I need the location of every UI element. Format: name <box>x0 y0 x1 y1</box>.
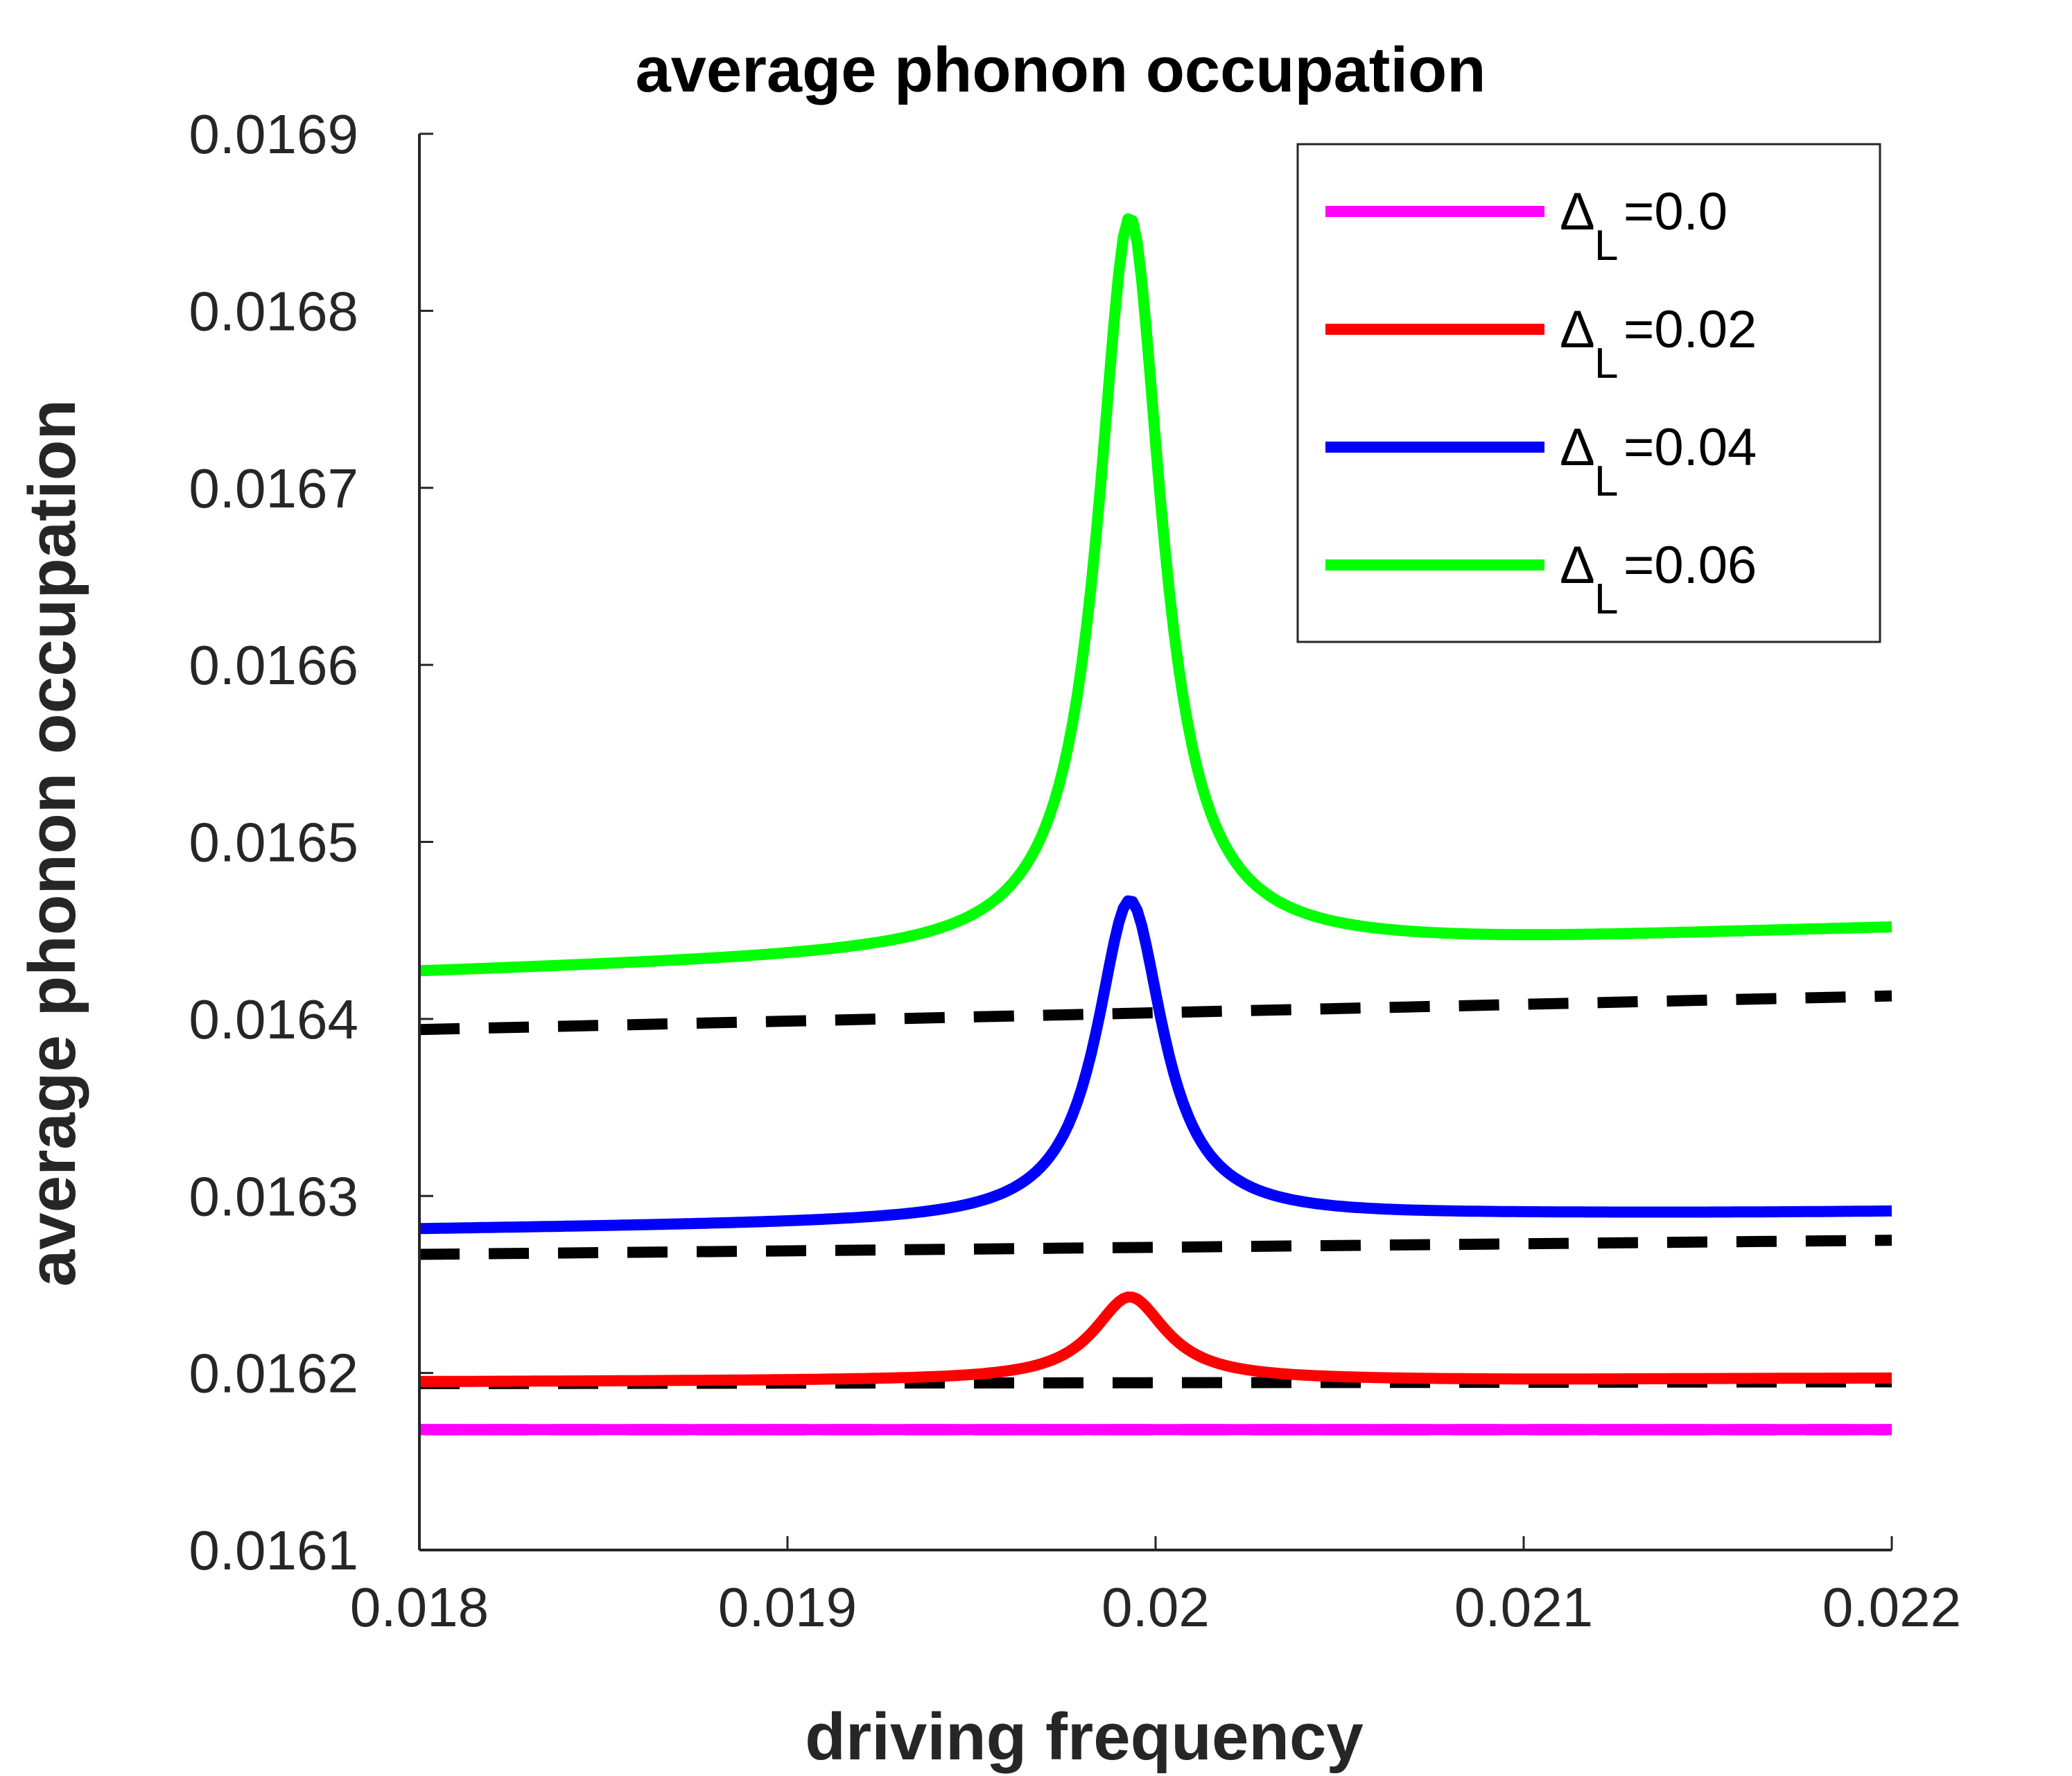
x-tick-label: 0.021 <box>1454 1576 1593 1638</box>
legend-symbol: Δ <box>1560 182 1595 241</box>
y-tick-label: 0.0164 <box>189 989 358 1050</box>
dashed-reference-line-2 <box>419 1235 1892 1260</box>
axes: 0.018 0.019 0.02 0.021 0.022 0.01610.01620.0… <box>189 103 1961 1638</box>
legend-symbol: Δ <box>1560 418 1595 477</box>
legend-subscript: L <box>1594 340 1618 388</box>
legend-subscript: L <box>1594 222 1618 270</box>
legend-value: =0.04 <box>1623 418 1757 477</box>
legend-value: =0.06 <box>1623 536 1757 595</box>
y-ticks: 0.0161 0.0162 0.0163 0.0164 0.0165 0.0166 0.01… <box>189 103 433 1581</box>
y-tick-label: 0.0161 <box>189 1520 358 1581</box>
legend-subscript: L <box>1594 575 1618 623</box>
plot-area <box>418 213 1893 1436</box>
x-tick-label: 0.022 <box>1822 1576 1961 1638</box>
x-tick-label: 0.019 <box>718 1576 857 1638</box>
legend-box <box>1296 143 1881 643</box>
series-line-1 <box>418 1291 1893 1387</box>
series-line-2 <box>418 895 1893 1235</box>
series-lines <box>418 213 1893 1436</box>
x-ticks: 0.018 0.019 0.02 0.021 0.022 <box>350 1536 1961 1638</box>
y-tick-label: 0.0165 <box>189 812 358 873</box>
y-tick-label: 0.0163 <box>189 1165 358 1227</box>
y-tick-label: 0.0168 <box>189 280 358 342</box>
y-tick-label: 0.0169 <box>189 103 358 165</box>
legend-value: =0.0 <box>1623 182 1727 241</box>
chart-title: average phonon occupation <box>636 35 1486 105</box>
series-line-3 <box>418 213 1893 977</box>
y-axis-label: average phonon occupation <box>15 399 89 1287</box>
y-tick-label: 0.0162 <box>189 1343 358 1404</box>
legend-symbol: Δ <box>1560 300 1595 359</box>
legend-subscript: L <box>1594 458 1618 505</box>
x-tick-label: 0.018 <box>350 1576 489 1638</box>
legend-value: =0.02 <box>1623 300 1757 359</box>
y-tick-label: 0.0166 <box>189 634 358 696</box>
x-axis-label: driving frequency <box>805 1700 1364 1774</box>
dashed-reference-line-3 <box>419 990 1892 1036</box>
y-tick-label: 0.0167 <box>189 458 358 519</box>
legend-symbol: Δ <box>1560 536 1595 595</box>
x-tick-label: 0.02 <box>1102 1576 1210 1638</box>
